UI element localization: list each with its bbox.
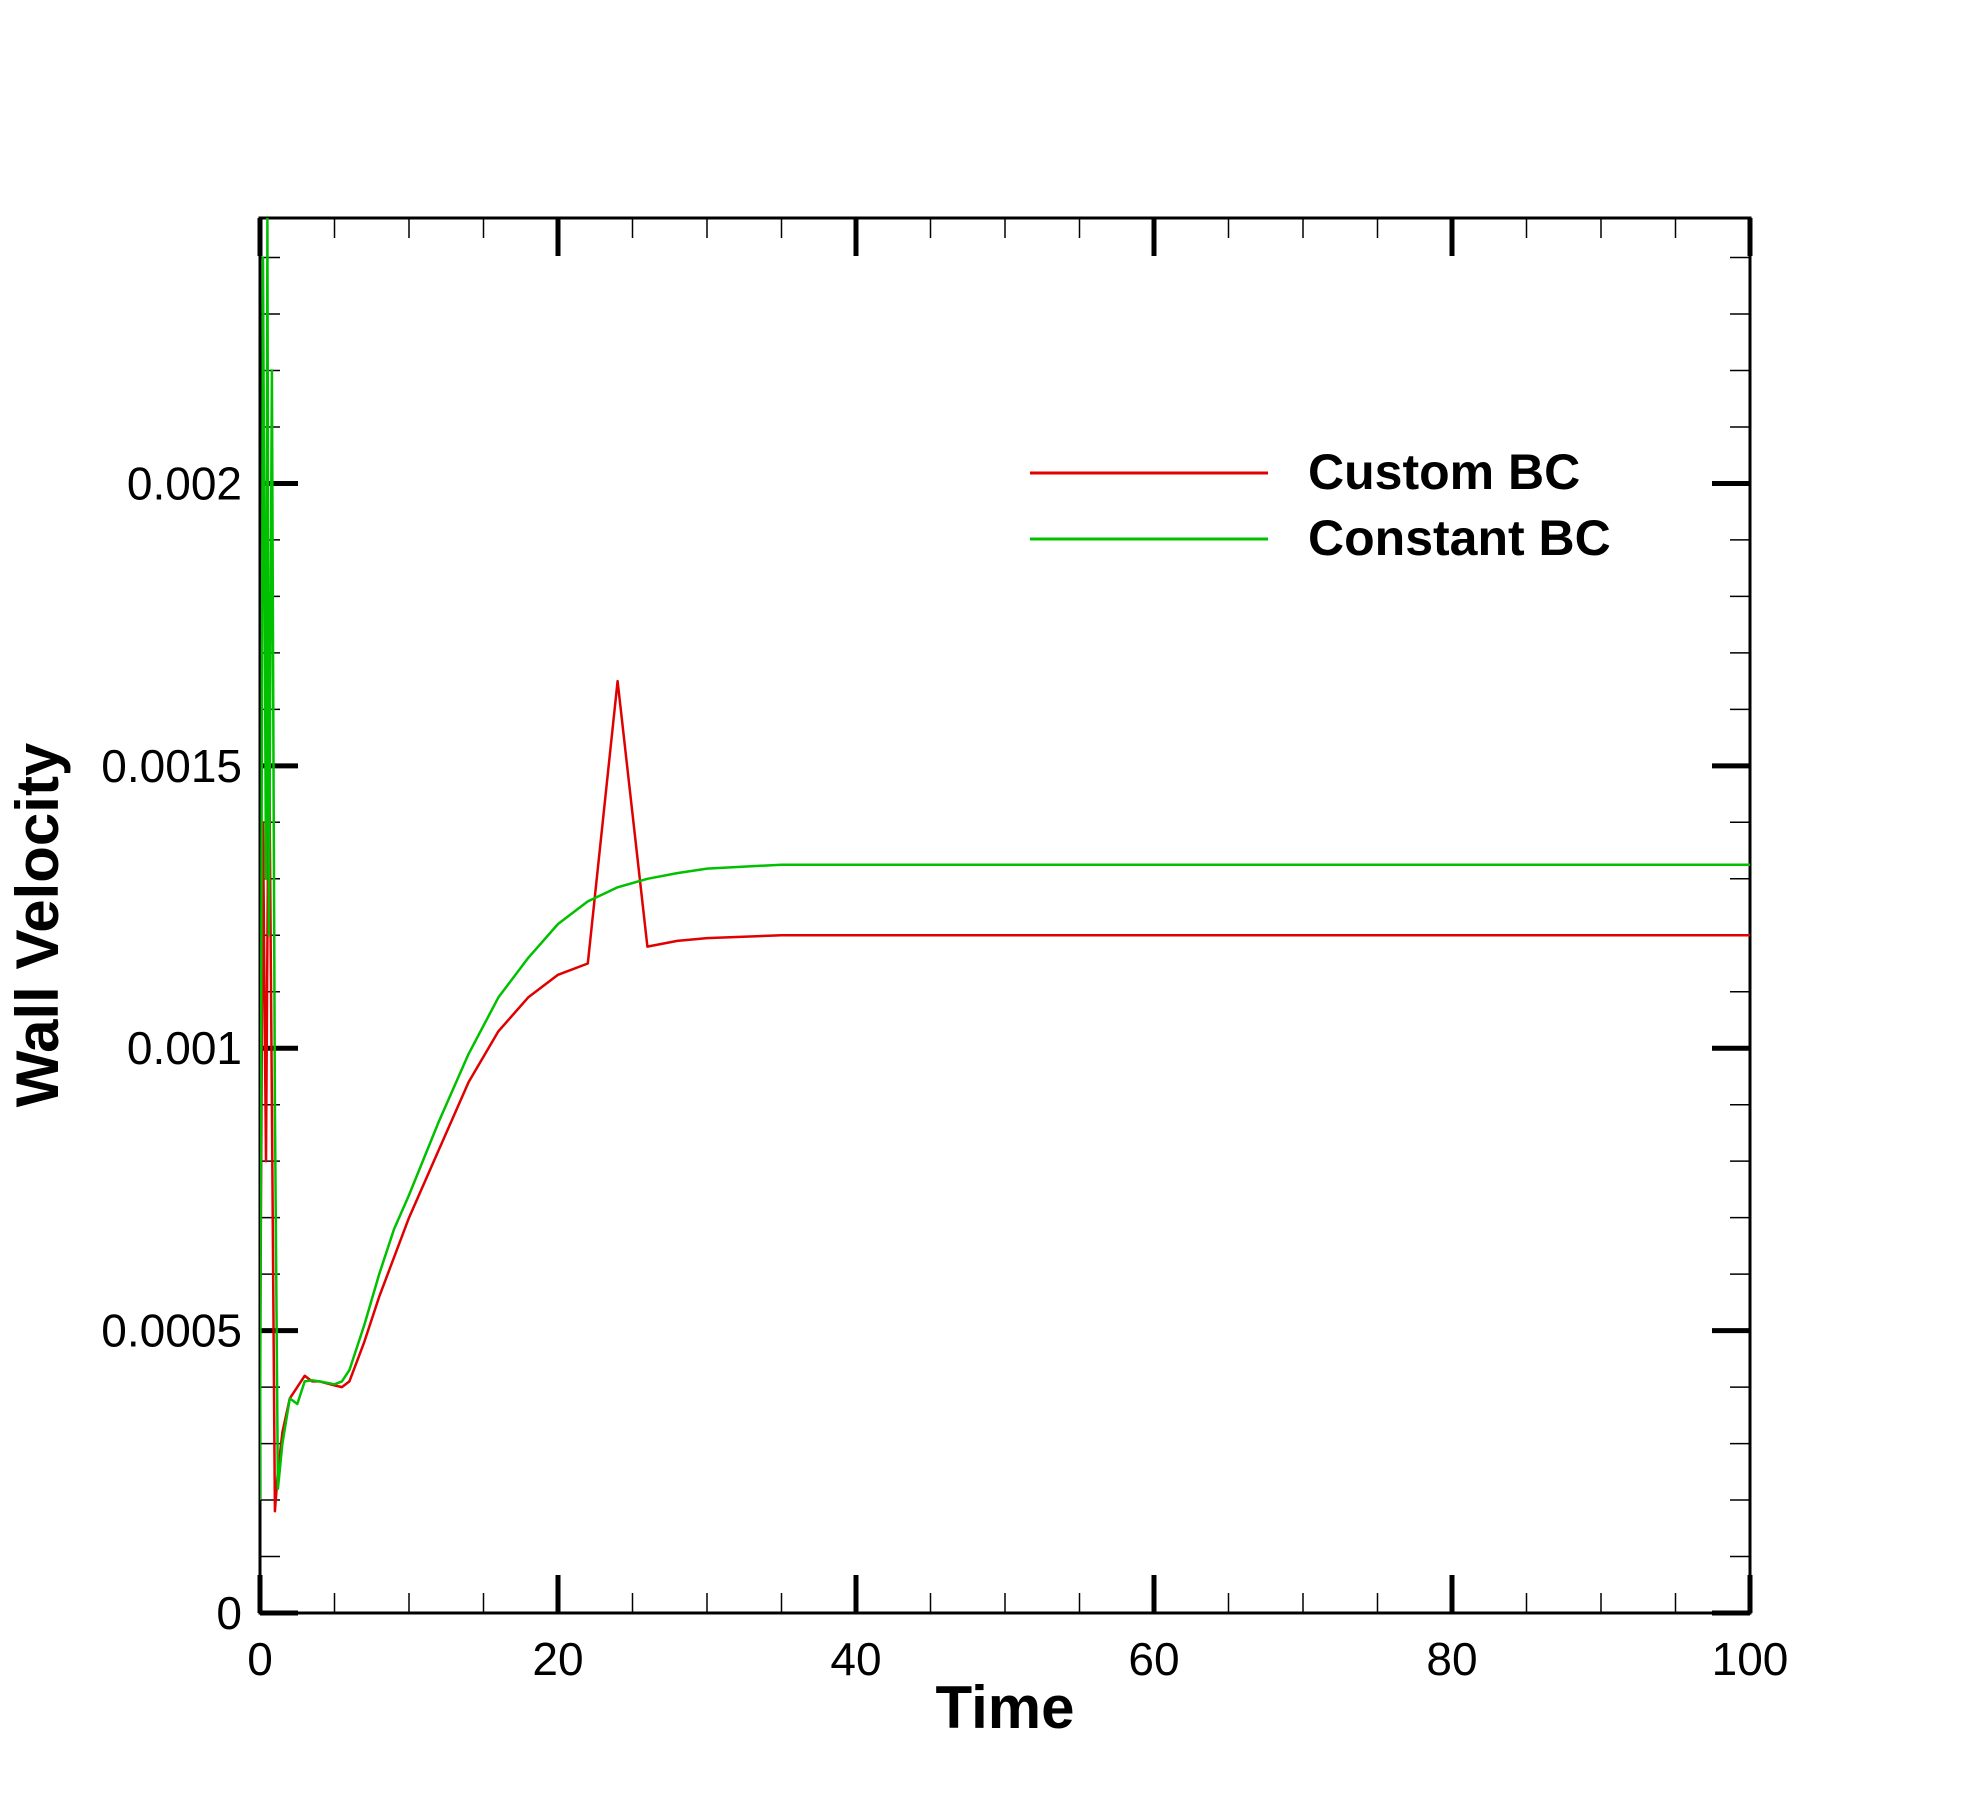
series-line-constant-bc bbox=[260, 218, 1750, 1501]
series-line-custom-bc bbox=[260, 679, 1750, 1513]
y-tick-label: 0.001 bbox=[127, 1022, 242, 1074]
x-tick-label: 100 bbox=[1712, 1633, 1789, 1685]
y-tick-label: 0.0005 bbox=[101, 1305, 242, 1357]
tick-labels: 0 20 40 60 80 100 0 0.0005 0.001 0.0015 0.002 bbox=[101, 457, 1788, 1685]
legend-label-constant-bc: Constant BC bbox=[1308, 510, 1611, 566]
plot-frame bbox=[258, 216, 1752, 1615]
x-axis-title: Time bbox=[936, 1674, 1075, 1741]
major-ticks bbox=[257, 218, 1753, 1616]
y-tick-label: 0 bbox=[216, 1587, 242, 1639]
legend: Custom BC Constant BC bbox=[1030, 444, 1611, 566]
series-layer bbox=[260, 218, 1750, 1513]
y-axis-title: Wall Velocity bbox=[4, 742, 71, 1107]
x-tick-label: 20 bbox=[532, 1633, 583, 1685]
y-tick-label: 0.0015 bbox=[101, 740, 242, 792]
x-tick-label: 80 bbox=[1426, 1633, 1477, 1685]
x-tick-label: 40 bbox=[830, 1633, 881, 1685]
y-tick-label: 0.002 bbox=[127, 457, 242, 509]
x-tick-label: 0 bbox=[247, 1633, 273, 1685]
minor-ticks bbox=[259, 218, 1751, 1614]
legend-label-custom-bc: Custom BC bbox=[1308, 444, 1580, 500]
x-tick-label: 60 bbox=[1128, 1633, 1179, 1685]
